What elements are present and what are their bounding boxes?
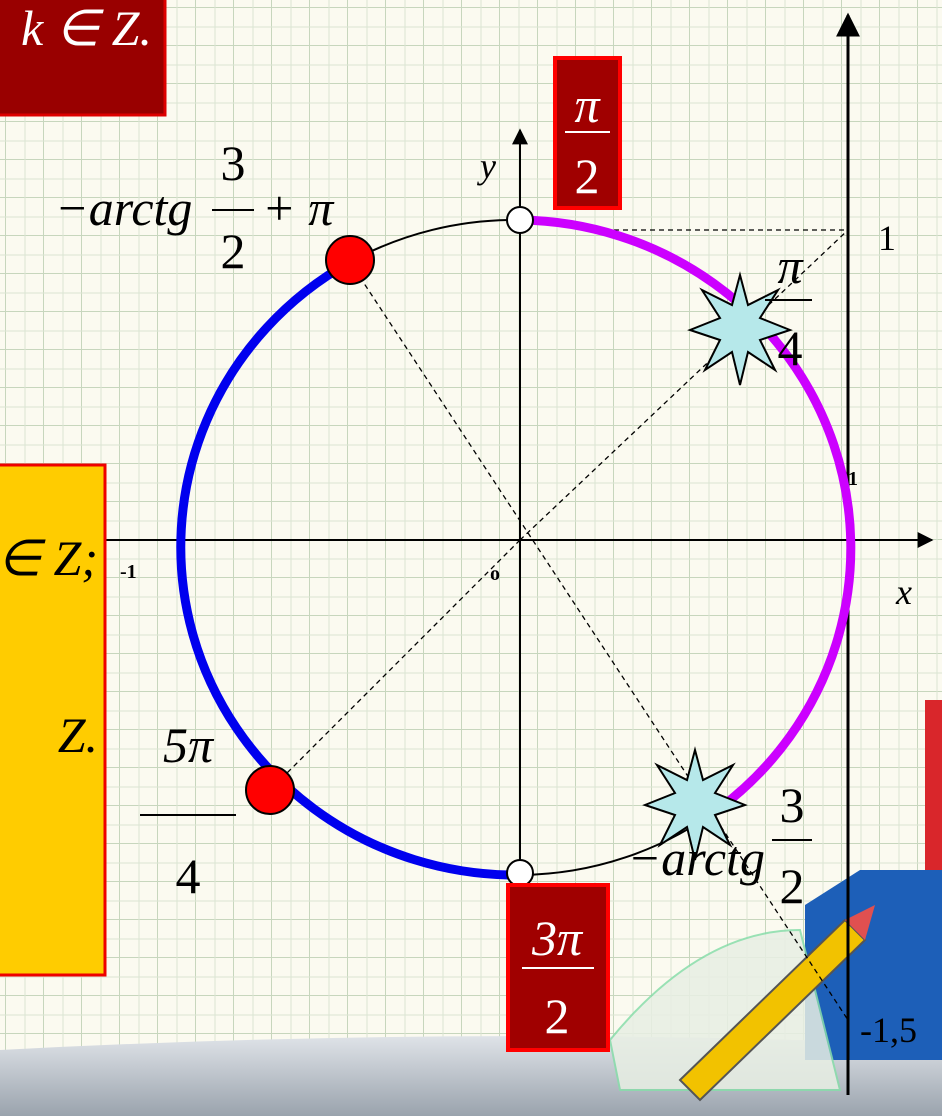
open-point: [507, 860, 533, 886]
origin-label: o: [490, 563, 500, 585]
fraction-num: 5π: [163, 717, 215, 773]
fraction-num: 3: [780, 777, 805, 833]
fraction-den: 2: [545, 988, 570, 1044]
tan-tick-label: -1,5: [860, 1010, 917, 1050]
fraction-den: 2: [221, 223, 246, 279]
fraction-den: 4: [176, 848, 201, 904]
cylinder: [925, 700, 942, 870]
fraction-num: π: [574, 77, 601, 133]
label-prefix: −arctg: [55, 180, 192, 236]
tan-tick-label: 1: [878, 218, 896, 258]
label-prefix: −arctg: [628, 830, 765, 886]
fraction-num: 3: [221, 135, 246, 191]
fraction-den: 4: [778, 320, 803, 376]
point: [246, 766, 294, 814]
slide: k ∈ Z. ∈ Z; Z. π 2 3π 2 −arctg 3 2 + π π…: [0, 0, 942, 1116]
fraction-num: 3π: [531, 910, 584, 966]
tick-label: 1: [848, 468, 858, 490]
side-box-line: Z.: [58, 707, 98, 763]
fraction-den: 2: [575, 148, 600, 204]
top-box-text: k ∈ Z.: [21, 0, 152, 56]
side-box-line: ∈ Z;: [0, 530, 98, 586]
tick-label: -1: [120, 561, 137, 583]
starburst: [690, 275, 790, 385]
axis-label: x: [895, 572, 912, 612]
fraction-den: 2: [780, 858, 805, 914]
label-suffix: + π: [262, 180, 335, 236]
axis-label: y: [477, 146, 496, 186]
fraction-num: π: [777, 238, 804, 294]
open-point: [507, 207, 533, 233]
point: [326, 236, 374, 284]
